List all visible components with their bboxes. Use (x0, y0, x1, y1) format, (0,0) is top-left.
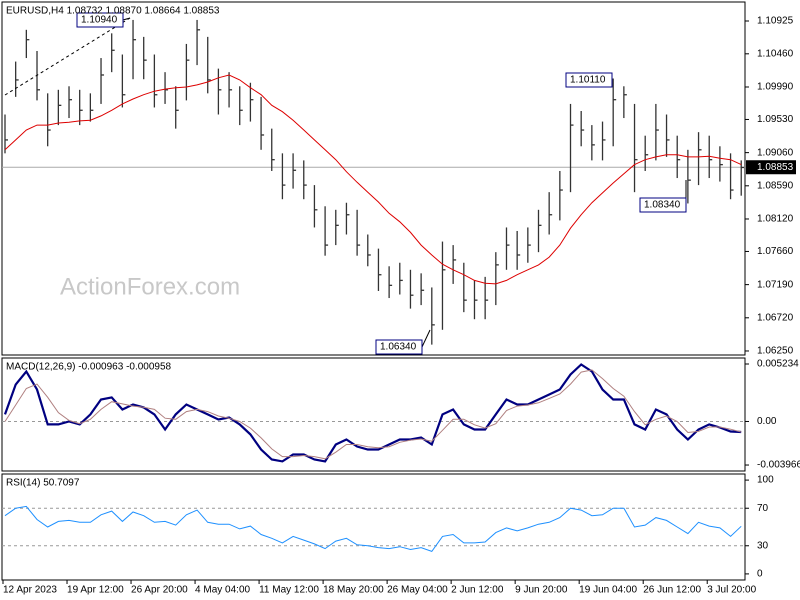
x-tick-label: 2 Jun 12:00 (451, 585, 504, 596)
x-tick-label: 19 Jun 04:00 (579, 585, 637, 596)
annotation-box (565, 72, 613, 88)
x-tick-label: 9 Jun 20:00 (515, 585, 568, 596)
y-tick-label: 1.10925 (757, 16, 794, 27)
panel-frame (1, 473, 746, 581)
y-tick-label: 0.005234 (757, 359, 799, 370)
panel-frame (1, 1, 746, 356)
y-tick-label: 100 (757, 475, 774, 486)
panel-title: RSI(14) 50.7097 (6, 478, 80, 489)
annotation-box (375, 339, 423, 355)
trend-line (4, 17, 131, 96)
y-tick-label: 1.09060 (757, 147, 794, 158)
series-line (3, 363, 742, 463)
watermark: ActionForex.com (60, 273, 240, 300)
annotation-box (639, 197, 687, 213)
x-tick-label: 18 May 20:00 (323, 585, 384, 596)
x-tick-label: 26 Jun 12:00 (643, 585, 701, 596)
y-tick-label: -0.003966 (757, 460, 800, 471)
y-tick-label: 30 (757, 540, 769, 551)
x-tick-label: 3 Jul 20:00 (707, 585, 756, 596)
y-tick-label: 1.07190 (757, 279, 794, 290)
x-tick-label: 19 Apr 12:00 (67, 585, 124, 596)
annotation: 1.06340 (380, 342, 417, 353)
x-tick-label: 26 May 04:00 (387, 585, 448, 596)
moving-average (4, 74, 742, 285)
series-line (4, 505, 742, 552)
y-tick-label: 1.09530 (757, 114, 794, 125)
annotation: 1.10110 (570, 75, 606, 86)
y-tick-label: 1.06250 (757, 346, 794, 357)
y-tick-label: 1.06720 (757, 312, 794, 323)
panel-frame (1, 357, 746, 472)
x-tick-label: 4 May 04:00 (195, 585, 250, 596)
y-tick-label: 1.10460 (757, 48, 794, 59)
current-price-box (746, 160, 796, 175)
current-price-label: 1.08853 (757, 162, 794, 173)
panel-title: EURUSD,H4 1.08732 1.08870 1.08664 1.0885… (6, 6, 220, 17)
series-line (4, 369, 742, 460)
x-tick-label: 11 May 12:00 (259, 585, 319, 596)
y-tick-label: 0.00 (757, 416, 777, 427)
y-tick-label: 1.09990 (757, 82, 794, 93)
x-tick-label: 26 Apr 20:00 (131, 585, 188, 596)
y-tick-label: 1.07660 (757, 246, 794, 257)
x-tick-label: 12 Apr 2023 (3, 585, 57, 596)
annotation-leader (421, 329, 431, 348)
annotation-leader (122, 17, 131, 21)
annotation: 1.10940 (81, 15, 118, 26)
y-tick-label: 70 (757, 503, 769, 514)
annotation: 1.08340 (644, 200, 681, 211)
y-tick-label: 1.08590 (757, 180, 794, 191)
y-tick-label: 0 (757, 569, 763, 580)
y-tick-label: 1.08120 (757, 214, 794, 225)
panel-title: MACD(12,26,9) -0.000963 -0.000958 (6, 362, 172, 373)
annotation-box (76, 12, 124, 28)
